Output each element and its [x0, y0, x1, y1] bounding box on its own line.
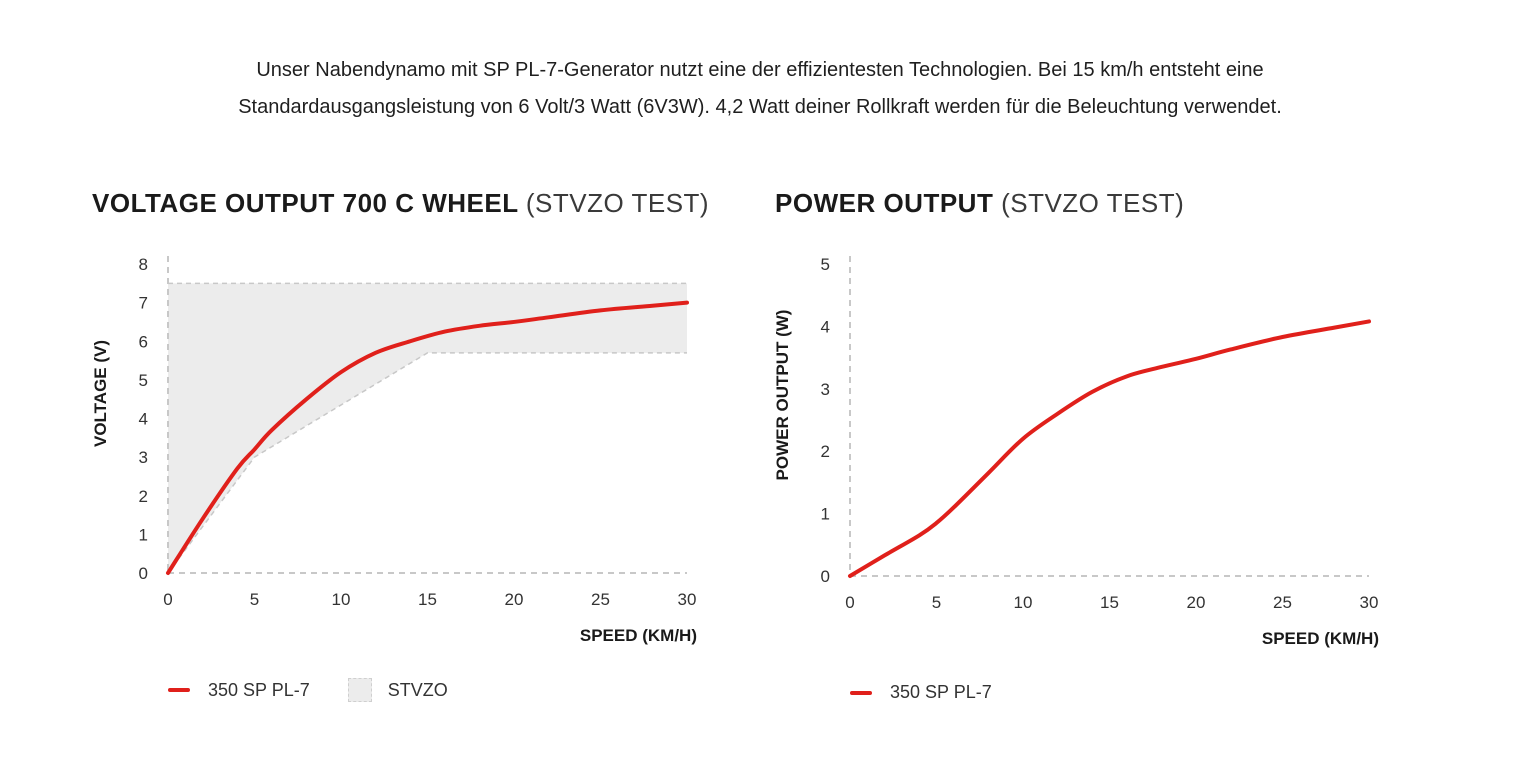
stvzo-band	[168, 283, 687, 573]
y-tick-label: 4	[139, 410, 148, 429]
y-tick-label: 1	[139, 525, 148, 544]
legend-line-swatch	[168, 688, 190, 692]
y-tick-label: 0	[821, 567, 830, 586]
legend-entry-series: 350 SP PL-7	[208, 679, 310, 700]
x-tick-label: 25	[1273, 593, 1292, 612]
legend-line-swatch	[850, 690, 872, 695]
y-tick-label: 1	[821, 505, 830, 524]
x-axis-label: SPEED (KM/H)	[580, 626, 697, 645]
x-tick-label: 10	[1014, 593, 1033, 612]
y-tick-label: 5	[139, 371, 148, 390]
stvzo-band-lower-edge	[167, 352, 687, 574]
intro-text: Unser Nabendynamo mit SP PL-7-Generator …	[238, 59, 1282, 118]
x-tick-label: 5	[250, 590, 259, 609]
x-tick-label: 20	[1187, 593, 1206, 612]
x-tick-label: 20	[505, 590, 524, 609]
y-tick-label: 4	[821, 317, 830, 336]
voltage-chart-title: VOLTAGE OUTPUT 700 C WHEEL (STVZO TEST)	[92, 188, 709, 219]
y-tick-label: 3	[821, 380, 830, 399]
voltage-chart-title-sub: (STVZO TEST)	[525, 188, 710, 218]
x-tick-label: 0	[845, 593, 854, 612]
y-tick-label: 8	[139, 255, 148, 274]
voltage-chart-title-main: VOLTAGE OUTPUT 700 C WHEEL	[92, 188, 519, 218]
power-chart-title-main: POWER OUTPUT	[775, 188, 994, 218]
x-axis-label: SPEED (KM/H)	[1262, 629, 1379, 648]
y-tick-label: 3	[139, 448, 148, 467]
power-chart-legend: 350 SP PL-7	[850, 682, 992, 703]
legend-entry-series: 350 SP PL-7	[890, 682, 992, 702]
power-chart-title-sub: (STVZO TEST)	[1001, 188, 1185, 218]
legend-band-swatch	[347, 678, 372, 702]
voltage-chart: 0 1 2 3 4 5 6 7 8 0 5 10 15 20 25 30 SPEED (KM/H) VOLTAGE…	[91, 255, 697, 645]
x-tick-label: 30	[1360, 593, 1379, 612]
x-tick-label: 0	[163, 590, 172, 609]
y-axis-label: POWER OUTPUT (W)	[773, 310, 792, 481]
y-tick-label: 6	[139, 332, 148, 351]
x-tick-label: 15	[1100, 593, 1119, 612]
power-chart: 0 1 2 3 4 5 0 5 10 15 20 25 30 SPEED (KM/H) POWER OUTP…	[773, 255, 1379, 648]
voltage-chart-legend: 350 SP PL-7 STVZO	[168, 678, 448, 702]
y-tick-label: 2	[821, 442, 830, 461]
power-chart-title: POWER OUTPUT (STVZO TEST)	[775, 188, 1184, 219]
x-tick-label: 10	[332, 590, 351, 609]
y-tick-label: 2	[139, 487, 148, 506]
y-tick-label: 5	[821, 255, 830, 274]
y-tick-label: 7	[139, 294, 148, 313]
series-line-350-sp-pl-7	[848, 319, 1371, 578]
x-tick-label: 30	[678, 590, 697, 609]
x-tick-label: 15	[418, 590, 437, 609]
x-tick-label: 5	[932, 593, 941, 612]
series-line-350-sp-pl-7	[166, 300, 689, 575]
y-tick-label: 0	[139, 564, 148, 583]
legend-entry-stvzo: STVZO	[387, 679, 448, 700]
y-axis-label: VOLTAGE (V)	[91, 340, 110, 447]
x-tick-label: 25	[591, 590, 610, 609]
